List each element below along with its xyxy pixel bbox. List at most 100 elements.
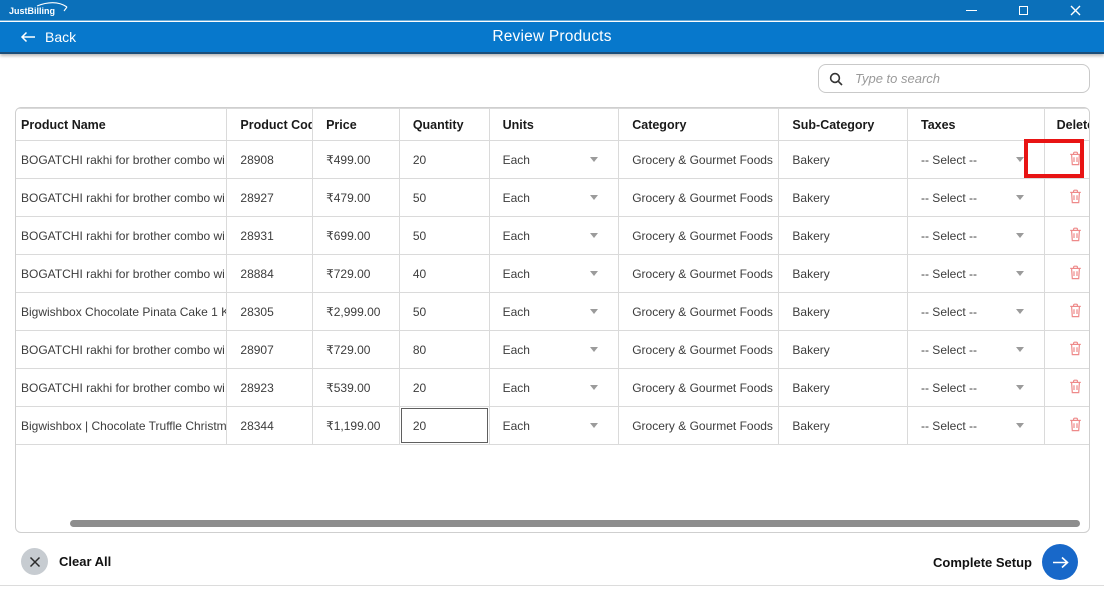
products-table: Product Name Product Code Price Quantity…	[15, 108, 1090, 445]
category-cell: Grocery & Gourmet Foods	[619, 217, 779, 255]
units-dropdown[interactable]: Each	[489, 407, 619, 445]
search-box	[818, 64, 1090, 93]
chevron-down-icon	[1016, 385, 1024, 390]
taxes-dropdown[interactable]: -- Select --	[907, 255, 1044, 293]
products-table-viewport: Product Name Product Code Price Quantity…	[15, 107, 1090, 533]
table-row: BOGATCHI rakhi for brother combo wi... 2…	[15, 141, 1090, 179]
minimize-button[interactable]	[960, 0, 982, 20]
units-dropdown[interactable]: Each	[489, 255, 619, 293]
x-icon	[29, 556, 41, 568]
taxes-value: -- Select --	[921, 267, 977, 281]
category-cell: Grocery & Gourmet Foods	[619, 407, 779, 445]
clear-all-button[interactable]: Clear All	[21, 548, 111, 575]
price-cell: ₹699.00	[313, 217, 400, 255]
app-logo: JustBilling	[7, 2, 81, 19]
units-dropdown[interactable]: Each	[489, 141, 619, 179]
units-dropdown[interactable]: Each	[489, 293, 619, 331]
window-controls	[960, 0, 1086, 20]
clear-all-circle	[21, 548, 48, 575]
bottom-divider	[0, 585, 1104, 586]
column-header-units: Units	[489, 109, 619, 141]
product-name-cell: BOGATCHI rakhi for brother combo wi...	[15, 255, 227, 293]
units-dropdown[interactable]: Each	[489, 217, 619, 255]
subcategory-cell: Bakery	[779, 255, 908, 293]
product-name-cell: BOGATCHI rakhi for brother combo wi...	[15, 369, 227, 407]
quantity-input-cell[interactable]: 80	[399, 331, 489, 369]
category-cell: Grocery & Gourmet Foods	[619, 255, 779, 293]
units-value: Each	[503, 381, 530, 395]
subcategory-cell: Bakery	[779, 141, 908, 179]
maximize-button[interactable]	[1012, 0, 1034, 20]
table-row: BOGATCHI rakhi for brother combo wi... 2…	[15, 255, 1090, 293]
quantity-input-cell[interactable]: 50	[399, 217, 489, 255]
trash-icon	[1045, 303, 1090, 318]
taxes-dropdown[interactable]: -- Select --	[907, 407, 1044, 445]
taxes-dropdown[interactable]: -- Select --	[907, 217, 1044, 255]
quantity-input-cell[interactable]: 20	[399, 407, 489, 445]
quantity-input-cell[interactable]: 40	[399, 255, 489, 293]
chevron-down-icon	[590, 233, 598, 238]
delete-button[interactable]	[1044, 369, 1090, 407]
price-cell: ₹729.00	[313, 331, 400, 369]
taxes-dropdown[interactable]: -- Select --	[907, 293, 1044, 331]
column-header-product-name: Product Name	[15, 109, 227, 141]
close-button[interactable]	[1064, 0, 1086, 20]
taxes-dropdown[interactable]: -- Select --	[907, 179, 1044, 217]
delete-button[interactable]	[1044, 179, 1090, 217]
taxes-value: -- Select --	[921, 381, 977, 395]
delete-button[interactable]	[1044, 407, 1090, 445]
table-row: BOGATCHI rakhi for brother combo wi... 2…	[15, 217, 1090, 255]
column-header-taxes: Taxes	[907, 109, 1044, 141]
units-value: Each	[503, 267, 530, 281]
category-cell: Grocery & Gourmet Foods	[619, 293, 779, 331]
delete-button[interactable]	[1044, 331, 1090, 369]
units-dropdown[interactable]: Each	[489, 331, 619, 369]
price-cell: ₹2,999.00	[313, 293, 400, 331]
category-cell: Grocery & Gourmet Foods	[619, 141, 779, 179]
taxes-dropdown[interactable]: -- Select --	[907, 141, 1044, 179]
category-cell: Grocery & Gourmet Foods	[619, 369, 779, 407]
units-dropdown[interactable]: Each	[489, 179, 619, 217]
product-name-cell: BOGATCHI rakhi for brother combo wi...	[15, 179, 227, 217]
product-code-cell: 28344	[227, 407, 313, 445]
column-header-delete: Delete	[1044, 109, 1090, 141]
maximize-icon	[1019, 6, 1028, 15]
taxes-dropdown[interactable]: -- Select --	[907, 331, 1044, 369]
trash-icon	[1045, 417, 1090, 432]
quantity-input-cell[interactable]: 20	[399, 369, 489, 407]
app-window: JustBilling Back Review Products	[0, 0, 1104, 589]
units-value: Each	[503, 343, 530, 357]
product-code-cell: 28923	[227, 369, 313, 407]
search-input[interactable]	[853, 70, 1079, 87]
product-code-cell: 28931	[227, 217, 313, 255]
delete-button[interactable]	[1044, 255, 1090, 293]
taxes-value: -- Select --	[921, 343, 977, 357]
table-row: Bigwishbox Chocolate Pinata Cake 1 K... …	[15, 293, 1090, 331]
quantity-input-cell[interactable]: 20	[399, 141, 489, 179]
horizontal-scrollbar[interactable]	[70, 520, 1080, 527]
units-value: Each	[503, 305, 530, 319]
search-icon	[829, 72, 843, 86]
product-code-cell: 28927	[227, 179, 313, 217]
chevron-down-icon	[590, 385, 598, 390]
chevron-down-icon	[590, 309, 598, 314]
category-cell: Grocery & Gourmet Foods	[619, 179, 779, 217]
delete-button[interactable]	[1044, 293, 1090, 331]
quantity-input-cell[interactable]: 50	[399, 179, 489, 217]
column-header-product-code: Product Code	[227, 109, 313, 141]
complete-setup-button[interactable]: Complete Setup	[933, 544, 1078, 580]
quantity-input-cell[interactable]: 50	[399, 293, 489, 331]
chevron-down-icon	[590, 271, 598, 276]
taxes-dropdown[interactable]: -- Select --	[907, 369, 1044, 407]
table-row: Bigwishbox | Chocolate Truffle Christm..…	[15, 407, 1090, 445]
delete-button[interactable]	[1044, 217, 1090, 255]
product-name-cell: BOGATCHI rakhi for brother combo wi...	[15, 141, 227, 179]
delete-button[interactable]	[1044, 141, 1090, 179]
price-cell: ₹499.00	[313, 141, 400, 179]
chevron-down-icon	[590, 157, 598, 162]
product-code-cell: 28908	[227, 141, 313, 179]
table-body: BOGATCHI rakhi for brother combo wi... 2…	[15, 141, 1090, 445]
column-header-quantity: Quantity	[399, 109, 489, 141]
product-code-cell: 28907	[227, 331, 313, 369]
units-dropdown[interactable]: Each	[489, 369, 619, 407]
